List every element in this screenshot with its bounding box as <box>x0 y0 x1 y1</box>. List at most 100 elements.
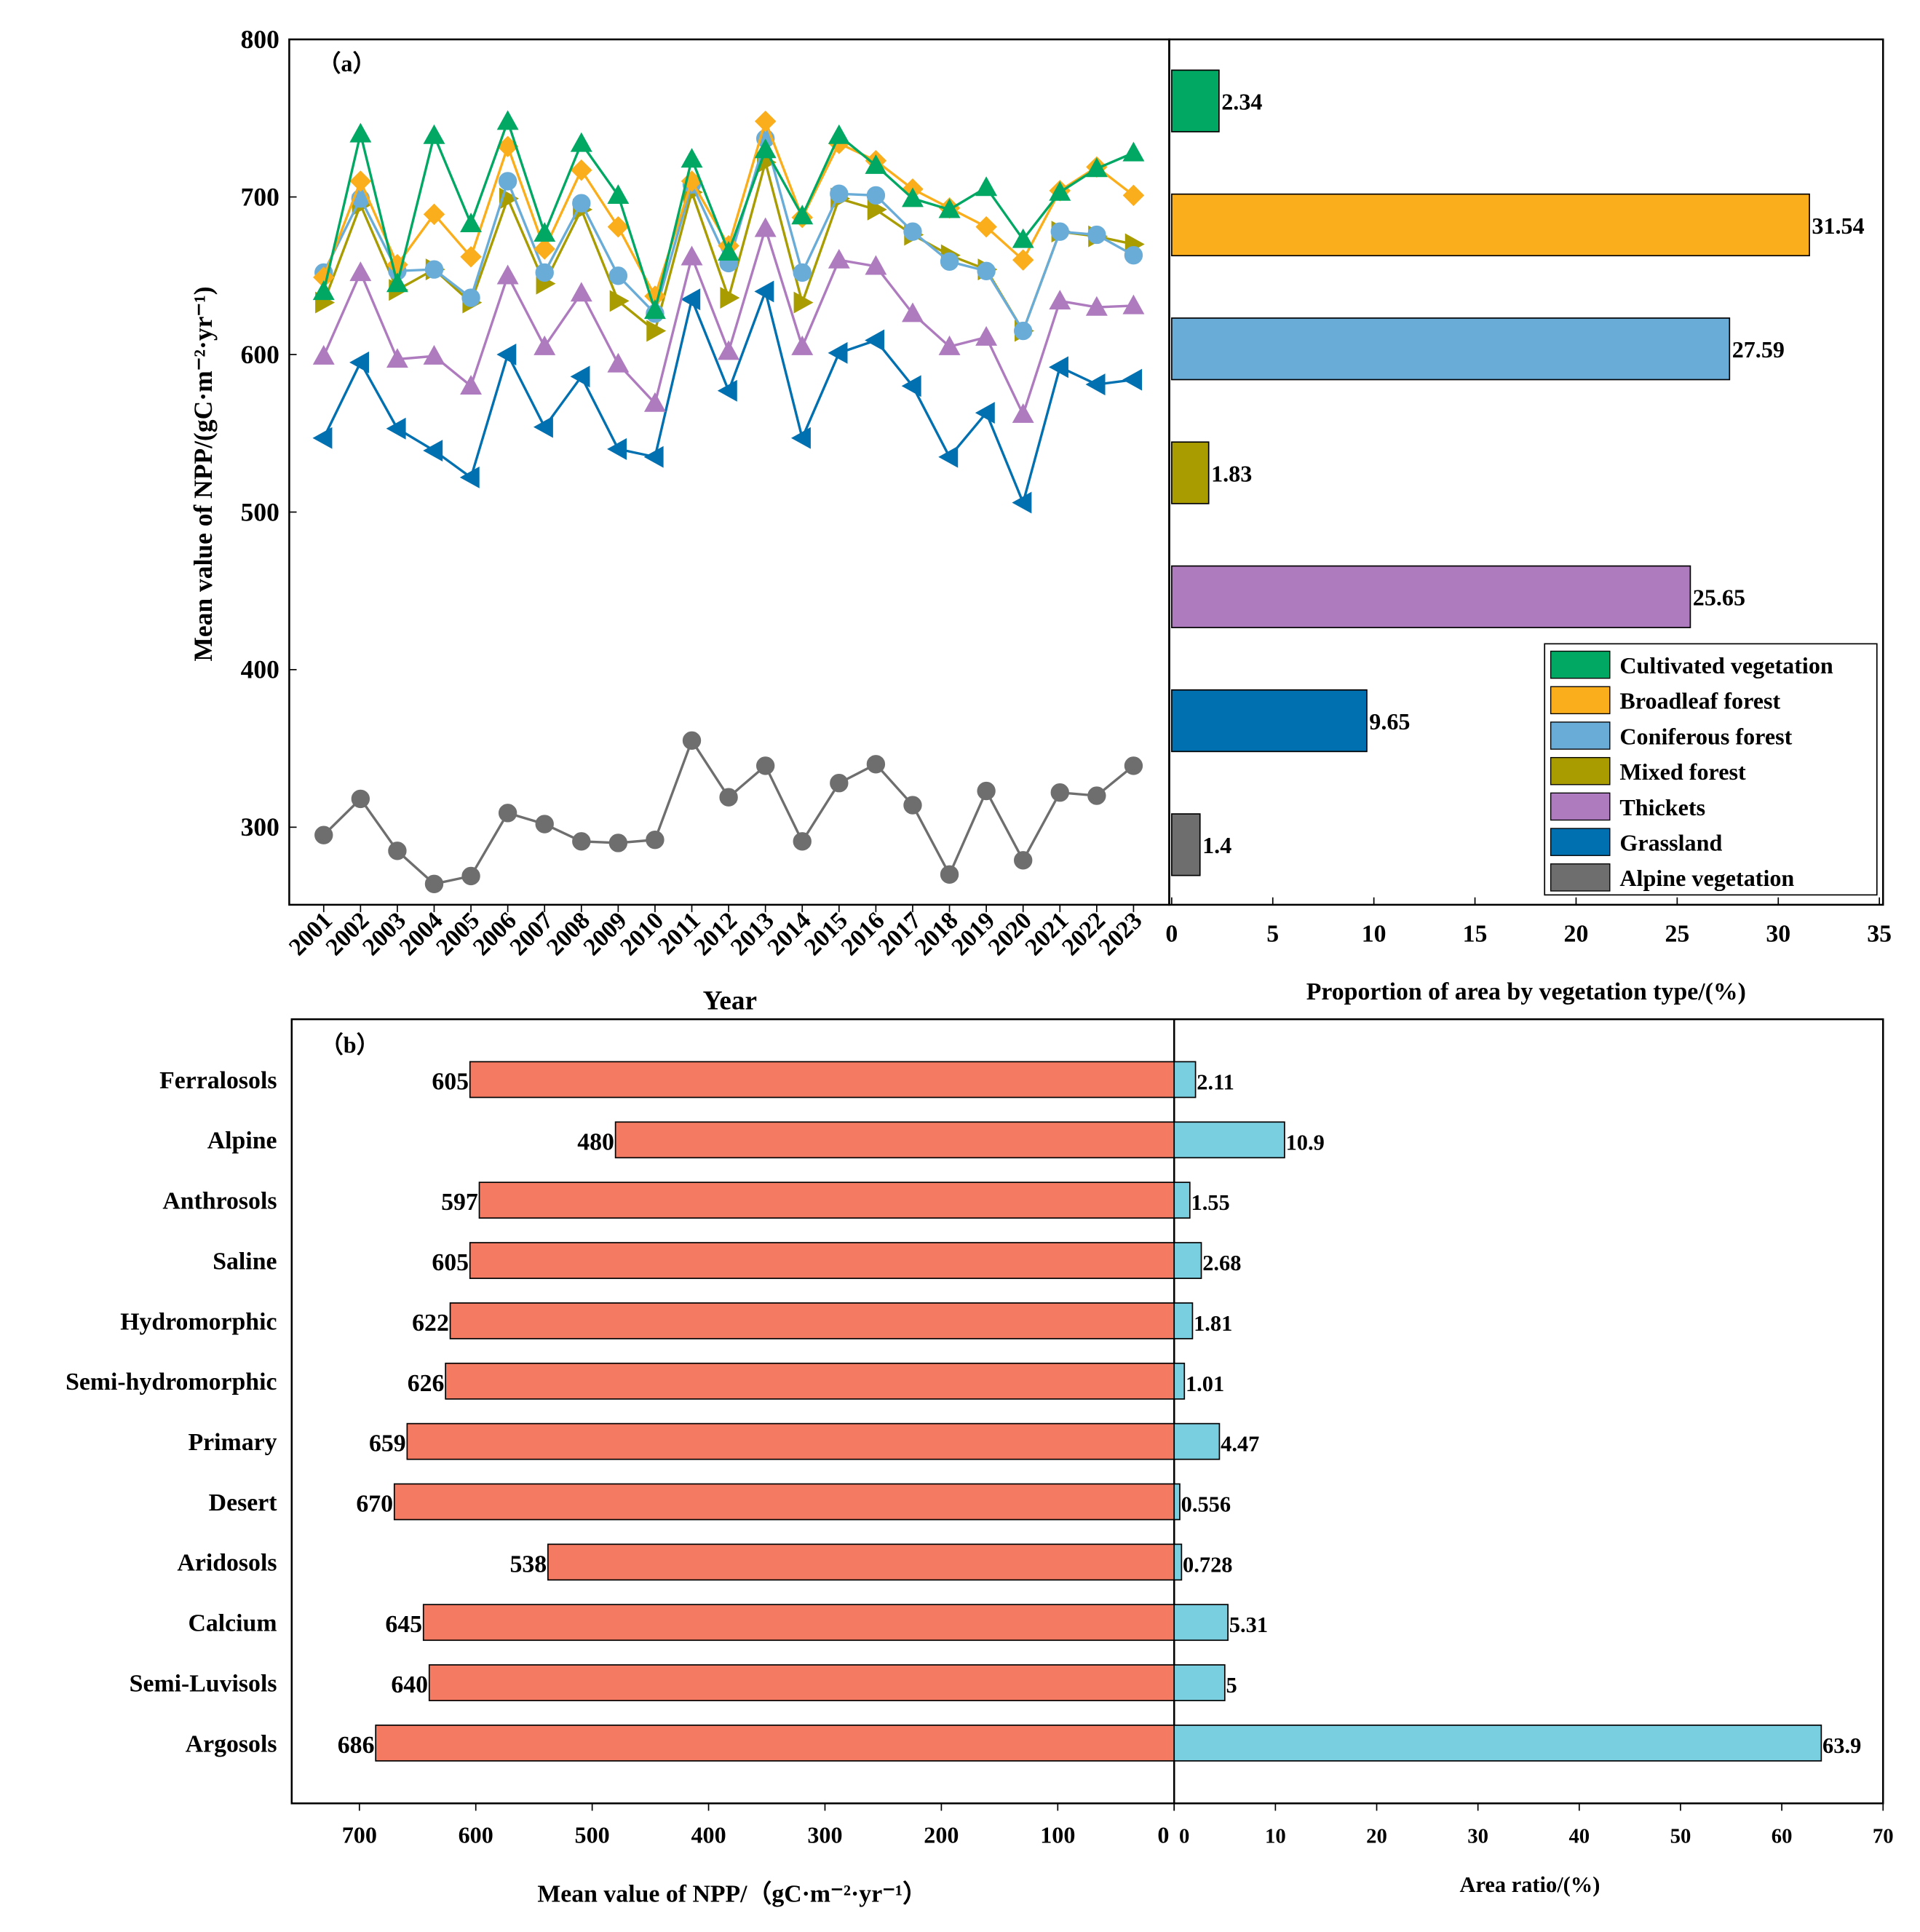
data-point <box>830 774 849 793</box>
data-point <box>1050 222 1069 241</box>
data-point <box>865 255 887 275</box>
data-point <box>646 320 667 342</box>
data-point <box>572 194 591 213</box>
area-bar-label: 1.55 <box>1191 1190 1229 1215</box>
data-point <box>570 365 590 388</box>
data-point <box>496 264 519 285</box>
panel-a-label: （a） <box>317 50 376 76</box>
category-label: Argosols <box>186 1730 277 1757</box>
data-point <box>1124 756 1143 775</box>
bar-label: 25.65 <box>1693 585 1745 611</box>
area-bar <box>1173 1121 1285 1159</box>
data-point <box>1049 356 1068 379</box>
panel-a-frame <box>288 38 1170 906</box>
data-point <box>461 866 480 886</box>
x-tick-label: 500 <box>575 1821 610 1848</box>
legend-label: Grassland <box>1619 829 1722 855</box>
area-bar <box>1173 1604 1229 1642</box>
npp-bar <box>406 1422 1175 1460</box>
area-bar-label: 2.11 <box>1197 1070 1234 1095</box>
data-point <box>607 438 627 460</box>
npp-bar <box>469 1242 1175 1279</box>
npp-bar-label: 659 <box>369 1430 406 1457</box>
data-point <box>791 335 814 355</box>
category-label: Alpine <box>207 1128 277 1155</box>
legend-swatch <box>1550 686 1611 715</box>
data-point <box>938 198 961 218</box>
x-tick-label: 15 <box>1463 921 1488 948</box>
data-point <box>312 344 335 365</box>
data-point <box>1012 228 1034 248</box>
npp-bar-label: 645 <box>385 1611 422 1638</box>
npp-bar-label: 670 <box>356 1491 393 1518</box>
area-bar-label: 4.47 <box>1221 1432 1259 1457</box>
data-point <box>866 186 886 205</box>
data-point <box>386 348 408 368</box>
area-bar <box>1173 1302 1194 1339</box>
npp-axis-title: Mean value of NPP/（gC·m⁻²·yr⁻¹） <box>537 1880 927 1908</box>
data-point <box>755 756 775 775</box>
data-point <box>1012 491 1032 514</box>
data-point <box>828 341 848 364</box>
data-point <box>1124 245 1143 265</box>
series-cultivated-vegetation <box>312 110 1145 320</box>
npp-bar-label: 626 <box>408 1370 445 1397</box>
data-point <box>314 826 333 844</box>
data-point <box>423 203 445 226</box>
x-tick-label: 40 <box>1568 1824 1590 1848</box>
x-tick-label: 20 <box>1564 921 1589 948</box>
data-point <box>498 804 517 823</box>
data-point <box>386 272 408 293</box>
category-label: Primary <box>189 1429 277 1456</box>
data-point <box>535 263 554 282</box>
data-point <box>643 299 666 320</box>
data-point <box>312 427 333 449</box>
data-point <box>1049 290 1071 310</box>
npp-bar-label: 686 <box>338 1732 375 1759</box>
area-bar <box>1173 1061 1197 1098</box>
data-point <box>1012 249 1034 271</box>
data-point <box>903 222 922 241</box>
data-point <box>1087 786 1106 805</box>
data-point <box>424 874 444 893</box>
npp-bar <box>393 1483 1175 1521</box>
area-bar <box>1173 1725 1822 1762</box>
data-point <box>609 290 630 312</box>
data-point <box>460 375 483 395</box>
area-bar-label: 0.728 <box>1183 1552 1232 1577</box>
area-bar-label: 1.01 <box>1186 1371 1224 1396</box>
bar <box>1171 193 1810 257</box>
data-point <box>975 176 998 197</box>
x-tick-label: 10 <box>1265 1824 1286 1848</box>
x-tick-label: 400 <box>691 1821 726 1848</box>
legend-swatch <box>1550 721 1611 750</box>
data-point <box>607 184 630 205</box>
data-point <box>1087 225 1106 245</box>
bar-label: 1.83 <box>1211 460 1252 486</box>
data-point <box>312 280 335 301</box>
npp-bar-label: 622 <box>412 1310 449 1337</box>
area-bar <box>1173 1422 1221 1460</box>
npp-bar-label: 605 <box>432 1069 469 1096</box>
data-point <box>1122 141 1145 162</box>
category-label: Desert <box>209 1489 278 1516</box>
category-label: Saline <box>213 1248 277 1275</box>
x-axis-title: Proportion of area by vegetation type/(%… <box>1306 978 1746 1005</box>
x-tick-label: 20 <box>1366 1824 1387 1848</box>
category-label: Aridosols <box>177 1550 277 1577</box>
npp-bar <box>375 1725 1175 1762</box>
legend-swatch <box>1550 650 1611 679</box>
data-point <box>793 291 814 314</box>
data-point <box>533 238 555 260</box>
data-point <box>496 110 519 130</box>
data-point <box>349 122 372 143</box>
data-point <box>1012 403 1034 423</box>
data-point <box>1050 783 1069 802</box>
bar <box>1171 689 1368 753</box>
data-point <box>1085 296 1108 316</box>
legend-swatch <box>1550 863 1611 892</box>
data-point <box>1049 181 1071 201</box>
x-tick-label: 2023 <box>1094 907 1148 961</box>
data-point <box>754 217 777 237</box>
data-point <box>533 335 556 355</box>
